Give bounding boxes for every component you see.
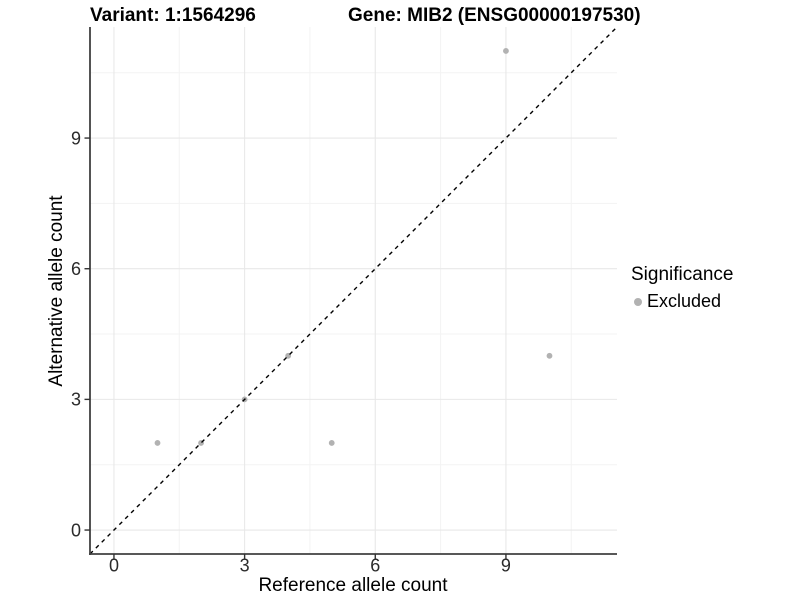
data-point	[503, 48, 509, 54]
legend-swatch-dot	[634, 297, 642, 306]
plot-title-variant: Variant: 1:1564296	[90, 5, 256, 26]
legend: Significance Excluded	[631, 264, 733, 312]
y-tick-label: 3	[71, 390, 81, 410]
y-axis-title: Alternative allele count	[46, 195, 67, 387]
x-tick-label: 9	[501, 556, 511, 576]
data-point	[328, 440, 335, 446]
y-tick-label: 9	[71, 128, 81, 148]
legend-items: Excluded	[631, 291, 733, 312]
y-tick-label: 0	[71, 520, 81, 540]
data-point	[154, 440, 161, 446]
x-tick-label: 6	[370, 556, 380, 576]
legend-item-label: Excluded	[647, 291, 722, 311]
legend-title: Significance	[631, 264, 734, 285]
x-axis-title: Reference allele count	[258, 575, 448, 596]
y-tick-label: 6	[71, 259, 81, 279]
data-point	[546, 352, 553, 359]
x-tick-label: 3	[240, 556, 250, 576]
legend-item: Excluded	[634, 291, 733, 312]
plot-title-gene: Gene: MIB2 (ENSG00000197530)	[348, 5, 641, 26]
identity-line	[89, 26, 618, 555]
x-tick-label: 0	[109, 556, 119, 576]
